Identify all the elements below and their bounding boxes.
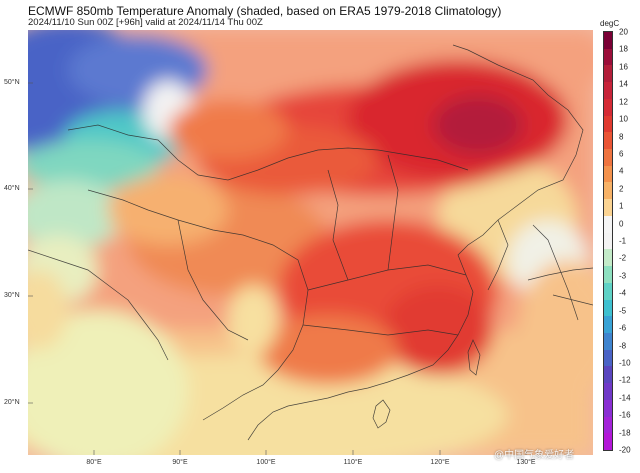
colorbar-tick-label: -16: [619, 410, 631, 420]
colorbar-segment: [604, 149, 612, 167]
colorbar-tick-label: -3: [619, 271, 627, 281]
anomaly-map: [28, 30, 593, 455]
colorbar-segment: [604, 266, 612, 284]
chart-title: ECMWF 850mb Temperature Anomaly (shaded,…: [28, 4, 502, 18]
colorbar-segment: [604, 199, 612, 217]
colorbar-tick-label: -4: [619, 288, 627, 298]
colorbar-tick-label: -1: [619, 236, 627, 246]
colorbar-tick-label: -12: [619, 375, 631, 385]
colorbar-tick-label: 16: [619, 62, 628, 72]
lat-label-20n: 20°N: [4, 399, 20, 406]
lat-label-40n: 40°N: [4, 185, 20, 192]
lat-label-30n: 30°N: [4, 292, 20, 299]
colorbar-segment: [604, 32, 612, 50]
colorbar-segment: [604, 65, 612, 83]
colorbar-tick-label: 6: [619, 149, 624, 159]
colorbar-segment: [604, 383, 612, 401]
anomaly-map-svg: [28, 30, 593, 455]
colorbar-segment: [604, 215, 612, 234]
colorbar-segment: [604, 349, 612, 367]
colorbar-tick-label: 2: [619, 184, 624, 194]
colorbar: [603, 31, 613, 451]
lon-label-100e: 100°E: [256, 459, 276, 466]
colorbar-tick-label: 4: [619, 166, 624, 176]
colorbar-segment: [604, 115, 612, 133]
graticule-ticks: [28, 82, 527, 455]
chart-subtitle: 2024/11/10 Sun 00Z [+96h] valid at 2024/…: [28, 17, 263, 28]
colorbar-unit: degC: [600, 19, 620, 28]
colorbar-segment: [604, 249, 612, 267]
colorbar-segment: [604, 82, 612, 100]
lon-label-90e: 90°E: [172, 459, 188, 466]
colorbar-segment: [604, 433, 612, 451]
colorbar-segment: [604, 282, 612, 301]
colorbar-tick-label: -20: [619, 445, 631, 455]
colorbar-segment: [604, 316, 612, 334]
colorbar-tick-label: -8: [619, 341, 627, 350]
lat-label-50n: 50°N: [4, 79, 20, 86]
border-lines: [28, 44, 593, 441]
colorbar-tick-label: -2: [619, 253, 627, 263]
colorbar-segment: [604, 165, 612, 183]
colorbar-segment: [604, 332, 612, 351]
colorbar-segment: [604, 98, 612, 117]
colorbar-tick-label: 0: [619, 219, 624, 229]
colorbar-tick-label: -5: [619, 306, 627, 316]
colorbar-tick-label: 12: [619, 97, 628, 107]
colorbar-segment: [604, 416, 612, 434]
colorbar-tick-label: 10: [619, 114, 628, 124]
lon-label-130e: 130°E: [516, 459, 536, 466]
colorbar-tick-label: -10: [619, 358, 631, 368]
colorbar-segment: [604, 132, 612, 150]
lon-label-80e: 80°E: [86, 459, 102, 466]
colorbar-tick-label: 18: [619, 44, 628, 54]
colorbar-segment: [604, 299, 612, 317]
colorbar-segment: [604, 399, 612, 418]
colorbar-segment: [604, 232, 612, 250]
colorbar-tick-label: -18: [619, 428, 631, 438]
lon-label-110e: 110°E: [343, 459, 363, 466]
colorbar-tick-label: -6: [619, 323, 627, 333]
colorbar-tick-label: 20: [619, 27, 628, 37]
colorbar-tick-label: 1: [619, 201, 624, 211]
colorbar-segment: [604, 182, 612, 200]
colorbar-segment: [604, 366, 612, 384]
lon-label-120e: 120°E: [430, 459, 450, 466]
colorbar-tick-label: 8: [619, 132, 624, 141]
colorbar-segment: [604, 48, 612, 66]
anomaly-field: [28, 30, 593, 455]
watermark: @中国气象爱好者: [494, 450, 575, 461]
colorbar-tick-label: -14: [619, 393, 631, 403]
colorbar-tick-label: 14: [619, 79, 628, 89]
